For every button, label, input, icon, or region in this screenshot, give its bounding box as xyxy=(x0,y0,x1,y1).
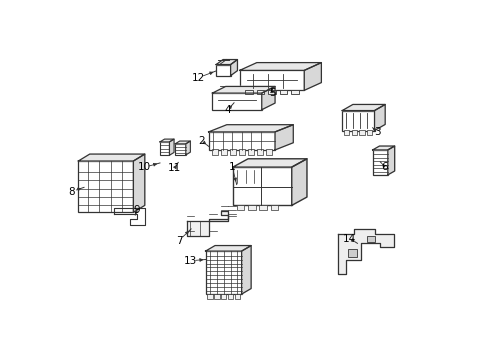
Text: 11: 11 xyxy=(168,163,181,174)
Text: 3: 3 xyxy=(374,127,381,137)
Bar xyxy=(248,205,256,210)
Bar xyxy=(207,293,213,299)
Bar xyxy=(221,293,226,299)
Polygon shape xyxy=(374,104,385,131)
Polygon shape xyxy=(209,125,294,132)
Bar xyxy=(348,249,358,257)
Bar xyxy=(267,149,272,155)
Polygon shape xyxy=(186,141,190,155)
Polygon shape xyxy=(339,229,393,274)
Polygon shape xyxy=(206,251,242,294)
Polygon shape xyxy=(209,132,275,150)
Polygon shape xyxy=(342,111,374,131)
Bar xyxy=(268,90,276,94)
Polygon shape xyxy=(240,63,321,70)
Text: 13: 13 xyxy=(184,256,197,266)
Polygon shape xyxy=(231,59,238,76)
Text: 9: 9 xyxy=(133,205,140,215)
Polygon shape xyxy=(372,146,394,150)
Polygon shape xyxy=(175,141,190,144)
Bar xyxy=(352,130,357,135)
Polygon shape xyxy=(78,161,133,212)
Text: 4: 4 xyxy=(224,105,231,115)
Polygon shape xyxy=(216,59,238,64)
Bar xyxy=(291,90,298,94)
Bar xyxy=(359,130,365,135)
Polygon shape xyxy=(292,159,307,205)
Text: 6: 6 xyxy=(382,162,388,172)
Bar xyxy=(248,149,254,155)
Polygon shape xyxy=(187,211,228,236)
Polygon shape xyxy=(388,146,394,175)
Text: 5: 5 xyxy=(269,87,275,98)
Text: 8: 8 xyxy=(69,186,75,197)
Bar xyxy=(245,90,253,94)
Polygon shape xyxy=(212,86,275,93)
Bar xyxy=(260,205,267,210)
Polygon shape xyxy=(262,86,275,110)
Polygon shape xyxy=(275,125,294,150)
Bar xyxy=(344,130,349,135)
Bar xyxy=(237,205,245,210)
Polygon shape xyxy=(160,142,170,155)
Polygon shape xyxy=(342,104,385,111)
Bar xyxy=(214,293,220,299)
Polygon shape xyxy=(233,167,292,205)
Bar xyxy=(257,90,265,94)
Bar xyxy=(220,149,227,155)
Text: 1: 1 xyxy=(229,162,236,172)
Polygon shape xyxy=(160,139,174,142)
Bar xyxy=(212,149,218,155)
Polygon shape xyxy=(175,144,186,155)
Polygon shape xyxy=(372,150,388,175)
Bar xyxy=(228,293,233,299)
Text: 12: 12 xyxy=(191,73,205,83)
Polygon shape xyxy=(133,154,145,212)
Polygon shape xyxy=(242,246,251,294)
Text: 14: 14 xyxy=(343,234,357,244)
Polygon shape xyxy=(206,246,251,251)
Bar xyxy=(367,237,374,242)
Bar xyxy=(367,130,372,135)
Polygon shape xyxy=(240,70,304,90)
Polygon shape xyxy=(212,93,262,110)
Polygon shape xyxy=(78,154,145,161)
Polygon shape xyxy=(216,64,231,76)
Bar xyxy=(271,205,278,210)
Text: 10: 10 xyxy=(138,162,150,172)
Text: 7: 7 xyxy=(175,235,182,246)
Polygon shape xyxy=(170,139,174,155)
Bar xyxy=(230,149,236,155)
Bar xyxy=(257,149,263,155)
Bar xyxy=(235,293,240,299)
Polygon shape xyxy=(304,63,321,90)
Bar xyxy=(239,149,245,155)
Polygon shape xyxy=(233,159,307,167)
Text: 2: 2 xyxy=(198,136,205,146)
Bar xyxy=(280,90,287,94)
